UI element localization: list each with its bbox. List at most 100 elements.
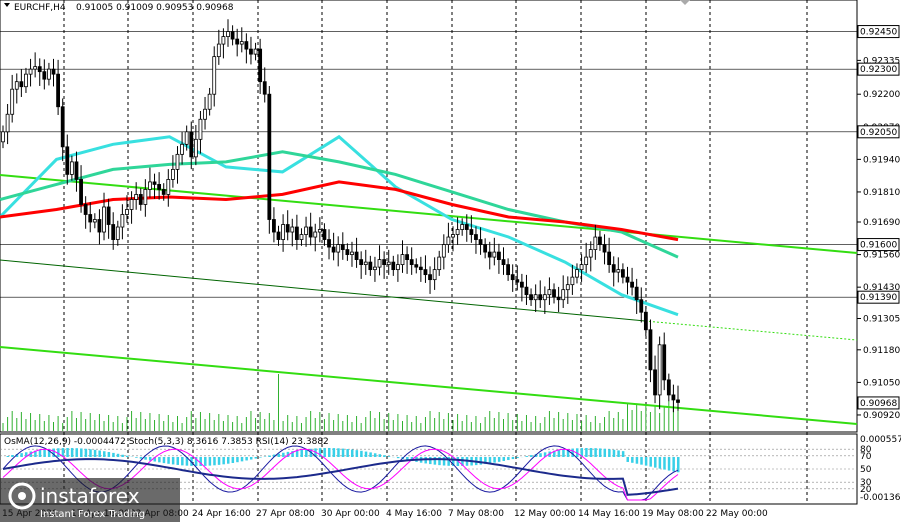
osma-bar	[103, 451, 106, 457]
osma-bar	[71, 448, 74, 457]
candle-body	[208, 94, 211, 109]
candle-body	[291, 227, 294, 232]
candle-body	[644, 312, 647, 330]
candle-body	[84, 204, 87, 214]
oscillator-level-tag: 20	[860, 485, 872, 495]
time-axis-label: 14 May 16:00	[578, 509, 640, 519]
time-axis-label: 7 May 08:00	[448, 509, 504, 519]
osma-bar	[530, 455, 533, 457]
candle-body	[373, 267, 376, 270]
osma-bar	[613, 450, 616, 457]
candle-body	[571, 277, 574, 285]
candle-body	[539, 295, 542, 300]
osma-bar	[163, 457, 166, 463]
osma-bar	[66, 448, 69, 457]
watermark-brand: instaforex	[40, 484, 140, 508]
osma-bar	[98, 450, 101, 457]
candle-body	[217, 44, 220, 57]
candle-body	[631, 282, 634, 287]
candle-body	[341, 245, 344, 250]
candle-body	[663, 345, 666, 380]
osma-bar	[649, 457, 652, 467]
symbol-timeframe-label: EURCHF,H4	[14, 3, 66, 13]
candle-body	[654, 370, 657, 395]
osma-bar	[75, 448, 78, 457]
candle-body	[543, 295, 546, 300]
osma-bar	[259, 457, 262, 458]
osma-bar	[144, 457, 147, 460]
candle-body	[236, 39, 239, 44]
price-level-tag: 0.91390	[860, 293, 897, 303]
price-tick-label: 0.91940	[863, 155, 900, 165]
candle-body	[387, 262, 390, 265]
osma-bar	[227, 457, 230, 464]
candle-body	[38, 67, 41, 72]
osma-bar	[218, 457, 221, 465]
osma-bar	[94, 450, 97, 457]
candle-body	[80, 179, 83, 204]
price-tick-label: 0.92200	[863, 90, 900, 100]
candle-body	[649, 330, 652, 370]
candle-body	[277, 232, 280, 240]
candle-body	[447, 237, 450, 245]
candle-body	[194, 139, 197, 157]
candle-body	[378, 260, 381, 268]
candle-body	[612, 265, 615, 273]
osma-bar	[140, 457, 143, 459]
osma-bar	[374, 453, 377, 457]
osma-bar	[11, 455, 14, 457]
osma-bar	[135, 457, 138, 458]
osma-bar	[176, 457, 179, 465]
price-tick-label: 0.91180	[863, 346, 900, 356]
osma-bar	[296, 450, 299, 457]
time-axis-label: 4 May 16:00	[386, 509, 442, 519]
candle-body	[162, 189, 165, 194]
osma-bar	[7, 456, 10, 457]
candle-body	[608, 252, 611, 265]
osma-bar	[158, 457, 161, 462]
candle-body	[309, 227, 312, 237]
candle-body	[470, 230, 473, 235]
candle-body	[181, 144, 184, 154]
indicator-legend: OsMA(12,26,9) -0.0004472 Stoch(5,3,3) 8.…	[4, 437, 329, 447]
candle-body	[43, 72, 46, 80]
osma-bar	[108, 452, 111, 457]
osma-bar	[236, 457, 239, 462]
osma-bar	[222, 457, 225, 464]
osma-bar	[232, 457, 235, 463]
candle-body	[456, 230, 459, 235]
candle-body	[410, 260, 413, 265]
osma-bar	[209, 457, 212, 466]
candle-body	[401, 255, 404, 265]
candle-body	[580, 265, 583, 270]
candle-body	[640, 300, 643, 313]
candle-body	[497, 252, 500, 260]
osma-bar	[562, 449, 565, 457]
instaforex-watermark: instaforex Instant Forex Trading	[0, 478, 180, 522]
candle-body	[516, 280, 519, 283]
candle-body	[268, 94, 271, 219]
candle-body	[204, 109, 207, 119]
candle-body	[112, 225, 115, 240]
candle-body	[406, 255, 409, 260]
osma-bar	[346, 449, 349, 457]
candle-body	[231, 32, 234, 40]
candle-body	[139, 194, 142, 204]
candle-body	[328, 240, 331, 248]
oscillator-level-tag: 70	[860, 452, 872, 462]
candle-body	[337, 245, 340, 253]
candle-body	[263, 82, 266, 95]
candle-body	[364, 262, 367, 265]
candle-body	[158, 184, 161, 189]
price-level-tag: 0.91600	[860, 241, 897, 251]
osma-bar	[333, 448, 336, 457]
candle-body	[534, 295, 537, 300]
osma-bar	[250, 457, 253, 460]
osma-bar	[594, 448, 597, 457]
candle-body	[314, 232, 317, 237]
candle-body	[355, 252, 358, 260]
candle-body	[20, 82, 23, 87]
osma-bar	[181, 457, 184, 465]
